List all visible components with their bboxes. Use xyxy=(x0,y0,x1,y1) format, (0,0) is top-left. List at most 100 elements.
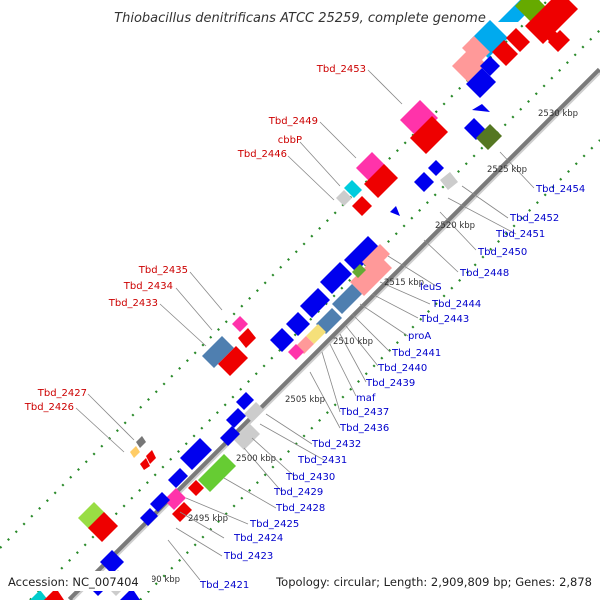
gene-feature xyxy=(336,190,352,206)
gene-label: leuS xyxy=(420,282,442,293)
gene-feature xyxy=(238,328,256,348)
gene-feature xyxy=(140,508,158,526)
topology-summary: Topology: circular; Length: 2,909,809 bp… xyxy=(275,575,592,589)
gene-feature xyxy=(364,164,398,198)
gene-feature xyxy=(476,124,502,150)
scale-label: 2490 kbp xyxy=(140,575,180,585)
gene-label: cbbP xyxy=(278,135,302,146)
gene-feature xyxy=(300,288,330,318)
gene-feature xyxy=(218,346,248,376)
gene-feature xyxy=(306,324,326,344)
gene-feature xyxy=(220,426,240,446)
gene-label: Tbd_2421 xyxy=(199,580,249,591)
gene-feature xyxy=(232,316,248,332)
gene-feature xyxy=(234,424,260,450)
gene-feature xyxy=(344,180,362,198)
footer-bg-right xyxy=(256,571,600,591)
map-title: Thiobacillus denitrificans ATCC 25259, c… xyxy=(114,11,486,26)
gene-feature xyxy=(506,28,530,52)
gene-feature xyxy=(30,590,48,600)
gene-feature xyxy=(352,264,366,278)
gene-feature xyxy=(350,254,392,296)
gene-feature xyxy=(286,312,310,336)
gene-feature xyxy=(344,236,380,272)
scale-label: 2520 kbp xyxy=(435,221,475,231)
inner-ring-right xyxy=(29,29,600,600)
gene-label: Tbd_2430 xyxy=(285,472,335,483)
gene-feature xyxy=(172,502,192,522)
gene-feature xyxy=(226,408,246,428)
scale-label: 2505 kbp xyxy=(285,395,325,405)
left-gene-labels: Tbd_2453 Tbd_2449 cbbP Tbd_2446 Tbd_2435… xyxy=(24,64,366,413)
gene-label: Tbd_2429 xyxy=(273,487,323,498)
gene-features xyxy=(30,0,578,600)
gene-feature xyxy=(120,588,140,600)
gene-label: Tbd_2453 xyxy=(316,64,366,75)
scale-labels: 2530 kbp 2525 kbp 2520 kbp 2515 kbp 2510… xyxy=(140,109,578,585)
gene-label: Tbd_2435 xyxy=(138,265,188,276)
gene-label: Tbd_2439 xyxy=(365,378,415,389)
gene-feature xyxy=(180,438,212,470)
gene-feature xyxy=(320,262,352,294)
gene-label: Tbd_2451 xyxy=(495,229,545,240)
gene-feature xyxy=(198,454,236,492)
gene-label: Tbd_2433 xyxy=(108,298,158,309)
gene-label: Tbd_2425 xyxy=(249,519,299,530)
backbone-highlight xyxy=(72,72,600,600)
gene-label: Tbd_2444 xyxy=(431,299,481,310)
gene-feature xyxy=(472,104,490,112)
footer-bg-left xyxy=(0,571,152,591)
gene-feature xyxy=(150,492,170,512)
gene-feature xyxy=(362,244,390,272)
scale-label: 2525 kbp xyxy=(487,165,527,175)
gene-label: proA xyxy=(408,331,431,342)
gene-label: Tbd_2452 xyxy=(509,213,559,224)
gene-label: Tbd_2440 xyxy=(377,363,427,374)
gene-feature xyxy=(480,56,500,76)
gene-label: Tbd_2432 xyxy=(311,439,361,450)
gene-feature xyxy=(462,36,490,64)
scale-label: 2495 kbp xyxy=(188,514,228,524)
gene-label: Tbd_2426 xyxy=(24,402,74,413)
gene-label: Tbd_2423 xyxy=(223,551,273,562)
gene-label: maf xyxy=(356,393,376,404)
gene-feature xyxy=(288,344,304,360)
gene-label: Tbd_2446 xyxy=(237,149,287,160)
gene-label: Tbd_2424 xyxy=(233,533,283,544)
outer-ring-right xyxy=(139,139,600,600)
gene-feature xyxy=(202,336,234,368)
gene-label: Tbd_2431 xyxy=(297,455,347,466)
gene-label: Tbd_2434 xyxy=(123,281,173,292)
gene-feature xyxy=(428,160,444,176)
right-gene-labels: Tbd_2454 Tbd_2452 Tbd_2451 Tbd_2450 Tbd_… xyxy=(199,184,585,591)
gene-label: Tbd_2443 xyxy=(419,314,469,325)
scale-label: 2510 kbp xyxy=(333,337,373,347)
gene-feature xyxy=(100,550,124,574)
gene-feature xyxy=(492,40,518,66)
gene-feature xyxy=(440,172,458,190)
gene-label: Tbd_2437 xyxy=(339,407,389,418)
gene-feature xyxy=(525,0,578,44)
gene-feature xyxy=(452,48,486,82)
gene-feature xyxy=(44,588,64,600)
gene-feature xyxy=(188,480,204,496)
gene-feature xyxy=(548,30,570,52)
gene-feature xyxy=(466,68,496,98)
scale-label: 2515 kbp xyxy=(384,278,424,288)
gene-feature xyxy=(316,308,342,334)
gene-feature xyxy=(400,100,438,138)
accession-text: Accession: NC_007404 xyxy=(8,575,139,589)
gene-label: Tbd_2441 xyxy=(391,348,441,359)
gene-feature xyxy=(146,450,156,464)
gene-feature xyxy=(410,116,448,154)
scale-label: 2500 kbp xyxy=(236,454,276,464)
gene-feature xyxy=(136,436,146,448)
gene-label: Tbd_2454 xyxy=(535,184,585,195)
gene-feature xyxy=(130,446,140,458)
gene-feature xyxy=(236,392,254,410)
gene-feature xyxy=(88,512,118,542)
gene-label: Tbd_2450 xyxy=(477,247,527,258)
gene-feature xyxy=(164,488,186,510)
